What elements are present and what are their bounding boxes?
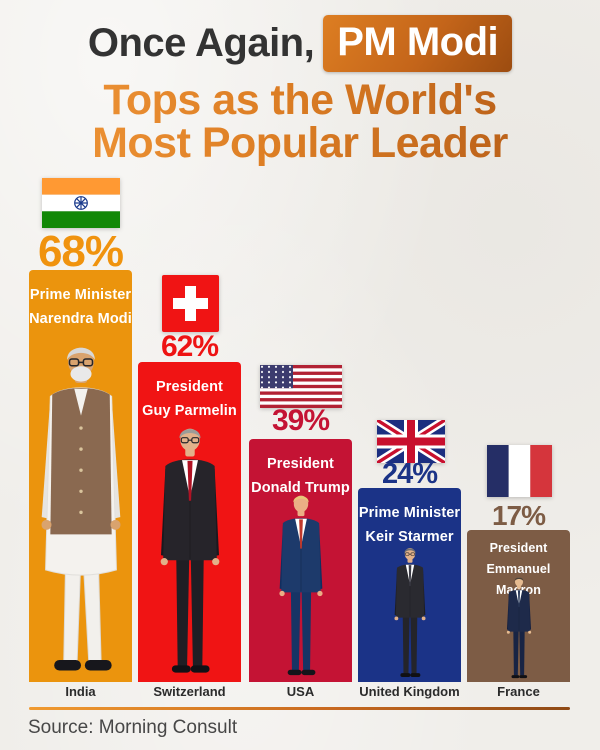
leader-name: Emmanuel Macron bbox=[486, 562, 551, 597]
leader-name: Donald Trump bbox=[251, 480, 350, 496]
usa-flag-icon bbox=[260, 365, 342, 408]
category-label-india: India bbox=[65, 684, 96, 699]
leader-figure-emmanuel-macron bbox=[501, 574, 537, 682]
leader-role: President bbox=[156, 379, 223, 395]
title-line2: Tops as the World's bbox=[0, 76, 600, 125]
leader-figure-guy-parmelin bbox=[146, 420, 233, 682]
bar-title: President Donald Trump bbox=[249, 439, 352, 500]
leader-figure-keir-starmer bbox=[387, 543, 433, 682]
leader-role: President bbox=[489, 541, 548, 555]
bar-title: President Guy Parmelin bbox=[138, 362, 241, 423]
value-label-uk: 24% bbox=[381, 458, 438, 490]
category-label-usa: USA bbox=[286, 684, 315, 699]
bar-united-kingdom: Prime Minister Keir Starmer bbox=[358, 488, 461, 682]
title-row: Once Again, PM Modi bbox=[0, 15, 600, 72]
footer-divider bbox=[29, 707, 570, 710]
switzerland-flag-icon bbox=[162, 275, 219, 332]
uk-flag-icon bbox=[374, 416, 448, 467]
leader-figure-donald-trump bbox=[269, 490, 333, 682]
leader-role: Prime Minister bbox=[29, 287, 132, 303]
value-label-usa: 39% bbox=[271, 404, 330, 437]
bar-switzerland: President Guy Parmelin bbox=[138, 362, 241, 682]
france-flag-icon bbox=[487, 445, 552, 497]
title-line3: Most Popular Leader bbox=[0, 119, 600, 168]
leader-name: Guy Parmelin bbox=[142, 403, 237, 419]
leader-figure-narendra-modi bbox=[23, 337, 138, 682]
india-flag-icon bbox=[42, 178, 120, 228]
bar-india: Prime Minister Narendra Modi bbox=[29, 270, 132, 682]
leader-role: President bbox=[267, 456, 334, 472]
leader-name: Narendra Modi bbox=[29, 311, 132, 327]
category-label-france: France bbox=[497, 684, 540, 699]
bar-france: President Emmanuel Macron bbox=[467, 530, 570, 682]
bar-usa: President Donald Trump bbox=[249, 439, 352, 682]
bar-title: President Emmanuel Macron bbox=[467, 530, 570, 601]
leader-name: Keir Starmer bbox=[365, 529, 454, 545]
source-credit: Source: Morning Consult bbox=[28, 717, 238, 738]
category-label-uk: United Kingdom bbox=[359, 684, 460, 699]
bar-title: Prime Minister Keir Starmer bbox=[358, 488, 461, 549]
bar-title: Prime Minister Narendra Modi bbox=[29, 270, 132, 331]
value-label-france: 17% bbox=[491, 500, 546, 531]
title-prefix: Once Again, bbox=[87, 21, 315, 65]
value-label-switzerland: 62% bbox=[160, 330, 219, 363]
title-highlight-badge: PM Modi bbox=[323, 15, 513, 72]
value-label-india: 68% bbox=[37, 227, 124, 276]
category-label-switzerland: Switzerland bbox=[153, 684, 226, 699]
leader-role: Prime Minister bbox=[358, 505, 461, 521]
